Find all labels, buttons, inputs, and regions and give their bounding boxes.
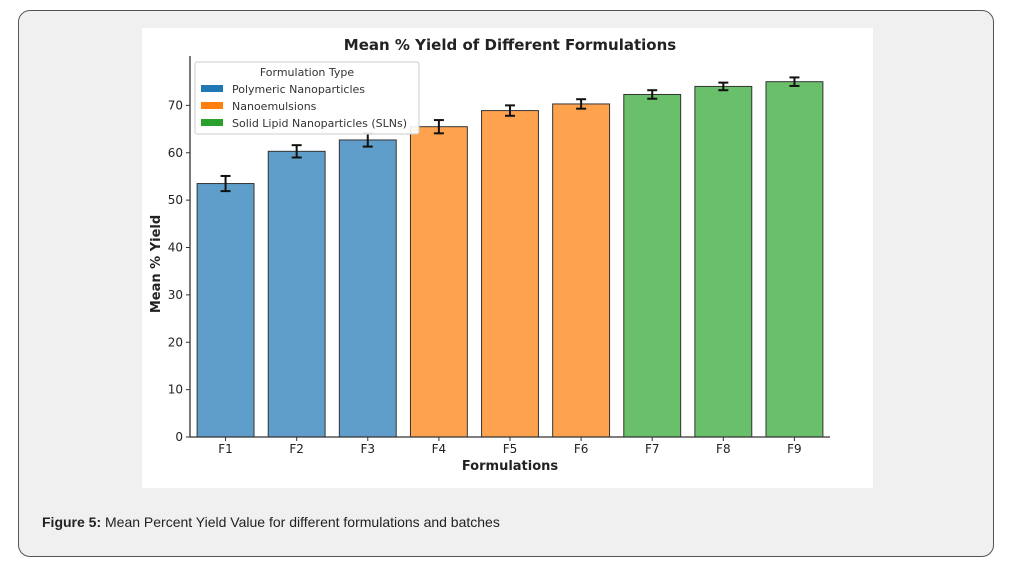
error-bar-f4 [433,119,444,135]
bar-f8 [694,85,753,438]
error-bar-f1 [220,174,231,193]
error-bar-f9 [789,76,800,87]
x-tick-label-f4: F4 [432,442,447,456]
y-tick-label: 0 [175,430,183,444]
x-tick-label-f7: F7 [645,442,660,456]
x-tick-label-f3: F3 [361,442,376,456]
error-bar-f7 [647,89,658,100]
legend-title: Formulation Type [260,66,355,79]
y-tick-label: 10 [168,383,183,397]
bar-f7 [623,93,682,438]
y-tick-label: 60 [168,146,183,160]
chart-title: Mean % Yield of Different Formulations [344,36,676,54]
y-tick-label: 20 [168,335,183,349]
bar-f3 [338,139,397,438]
legend-label-3: Solid Lipid Nanoparticles (SLNs) [232,117,407,130]
bar-f2 [267,150,326,438]
legend-swatch-2 [201,102,223,109]
legend-box [194,61,420,135]
y-tick-label: 70 [168,98,183,112]
y-tick-label: 40 [168,241,183,255]
chart-panel: Mean % Yield of Different Formulations F… [142,28,873,488]
legend-swatch-1 [201,85,223,92]
bar-f4 [409,126,468,438]
bar-f1 [196,183,255,438]
y-tick-label: 30 [168,288,183,302]
figure-caption: Figure 5: Mean Percent Yield Value for d… [42,514,500,530]
error-bar-f6 [576,98,587,110]
error-bar-f2 [291,144,302,159]
legend-swatch-3 [201,119,223,126]
caption-label: Figure 5: [42,514,102,530]
legend-label-1: Polymeric Nanoparticles [232,83,365,96]
caption-text: Mean Percent Yield Value for different f… [101,514,500,530]
x-tick-label-f6: F6 [574,442,589,456]
x-tick-label-f8: F8 [716,442,731,456]
bar-f6 [552,103,611,438]
y-axis-label: Mean % Yield [149,215,164,313]
x-tick-label-f5: F5 [503,442,518,456]
bar-chart: Mean % Yield of Different Formulations F… [149,36,830,474]
legend-label-2: Nanoemulsions [232,100,317,113]
bar-f5 [481,110,539,438]
error-bar-f5 [505,104,515,117]
x-axis-label: Formulations [462,459,559,474]
error-bar-f8 [718,81,729,92]
y-tick-label: 50 [168,193,183,207]
x-tick-label-f1: F1 [218,442,233,456]
x-tick-label-f9: F9 [787,442,802,456]
x-tick-label-f2: F2 [289,442,304,456]
bar-f9 [765,81,824,438]
